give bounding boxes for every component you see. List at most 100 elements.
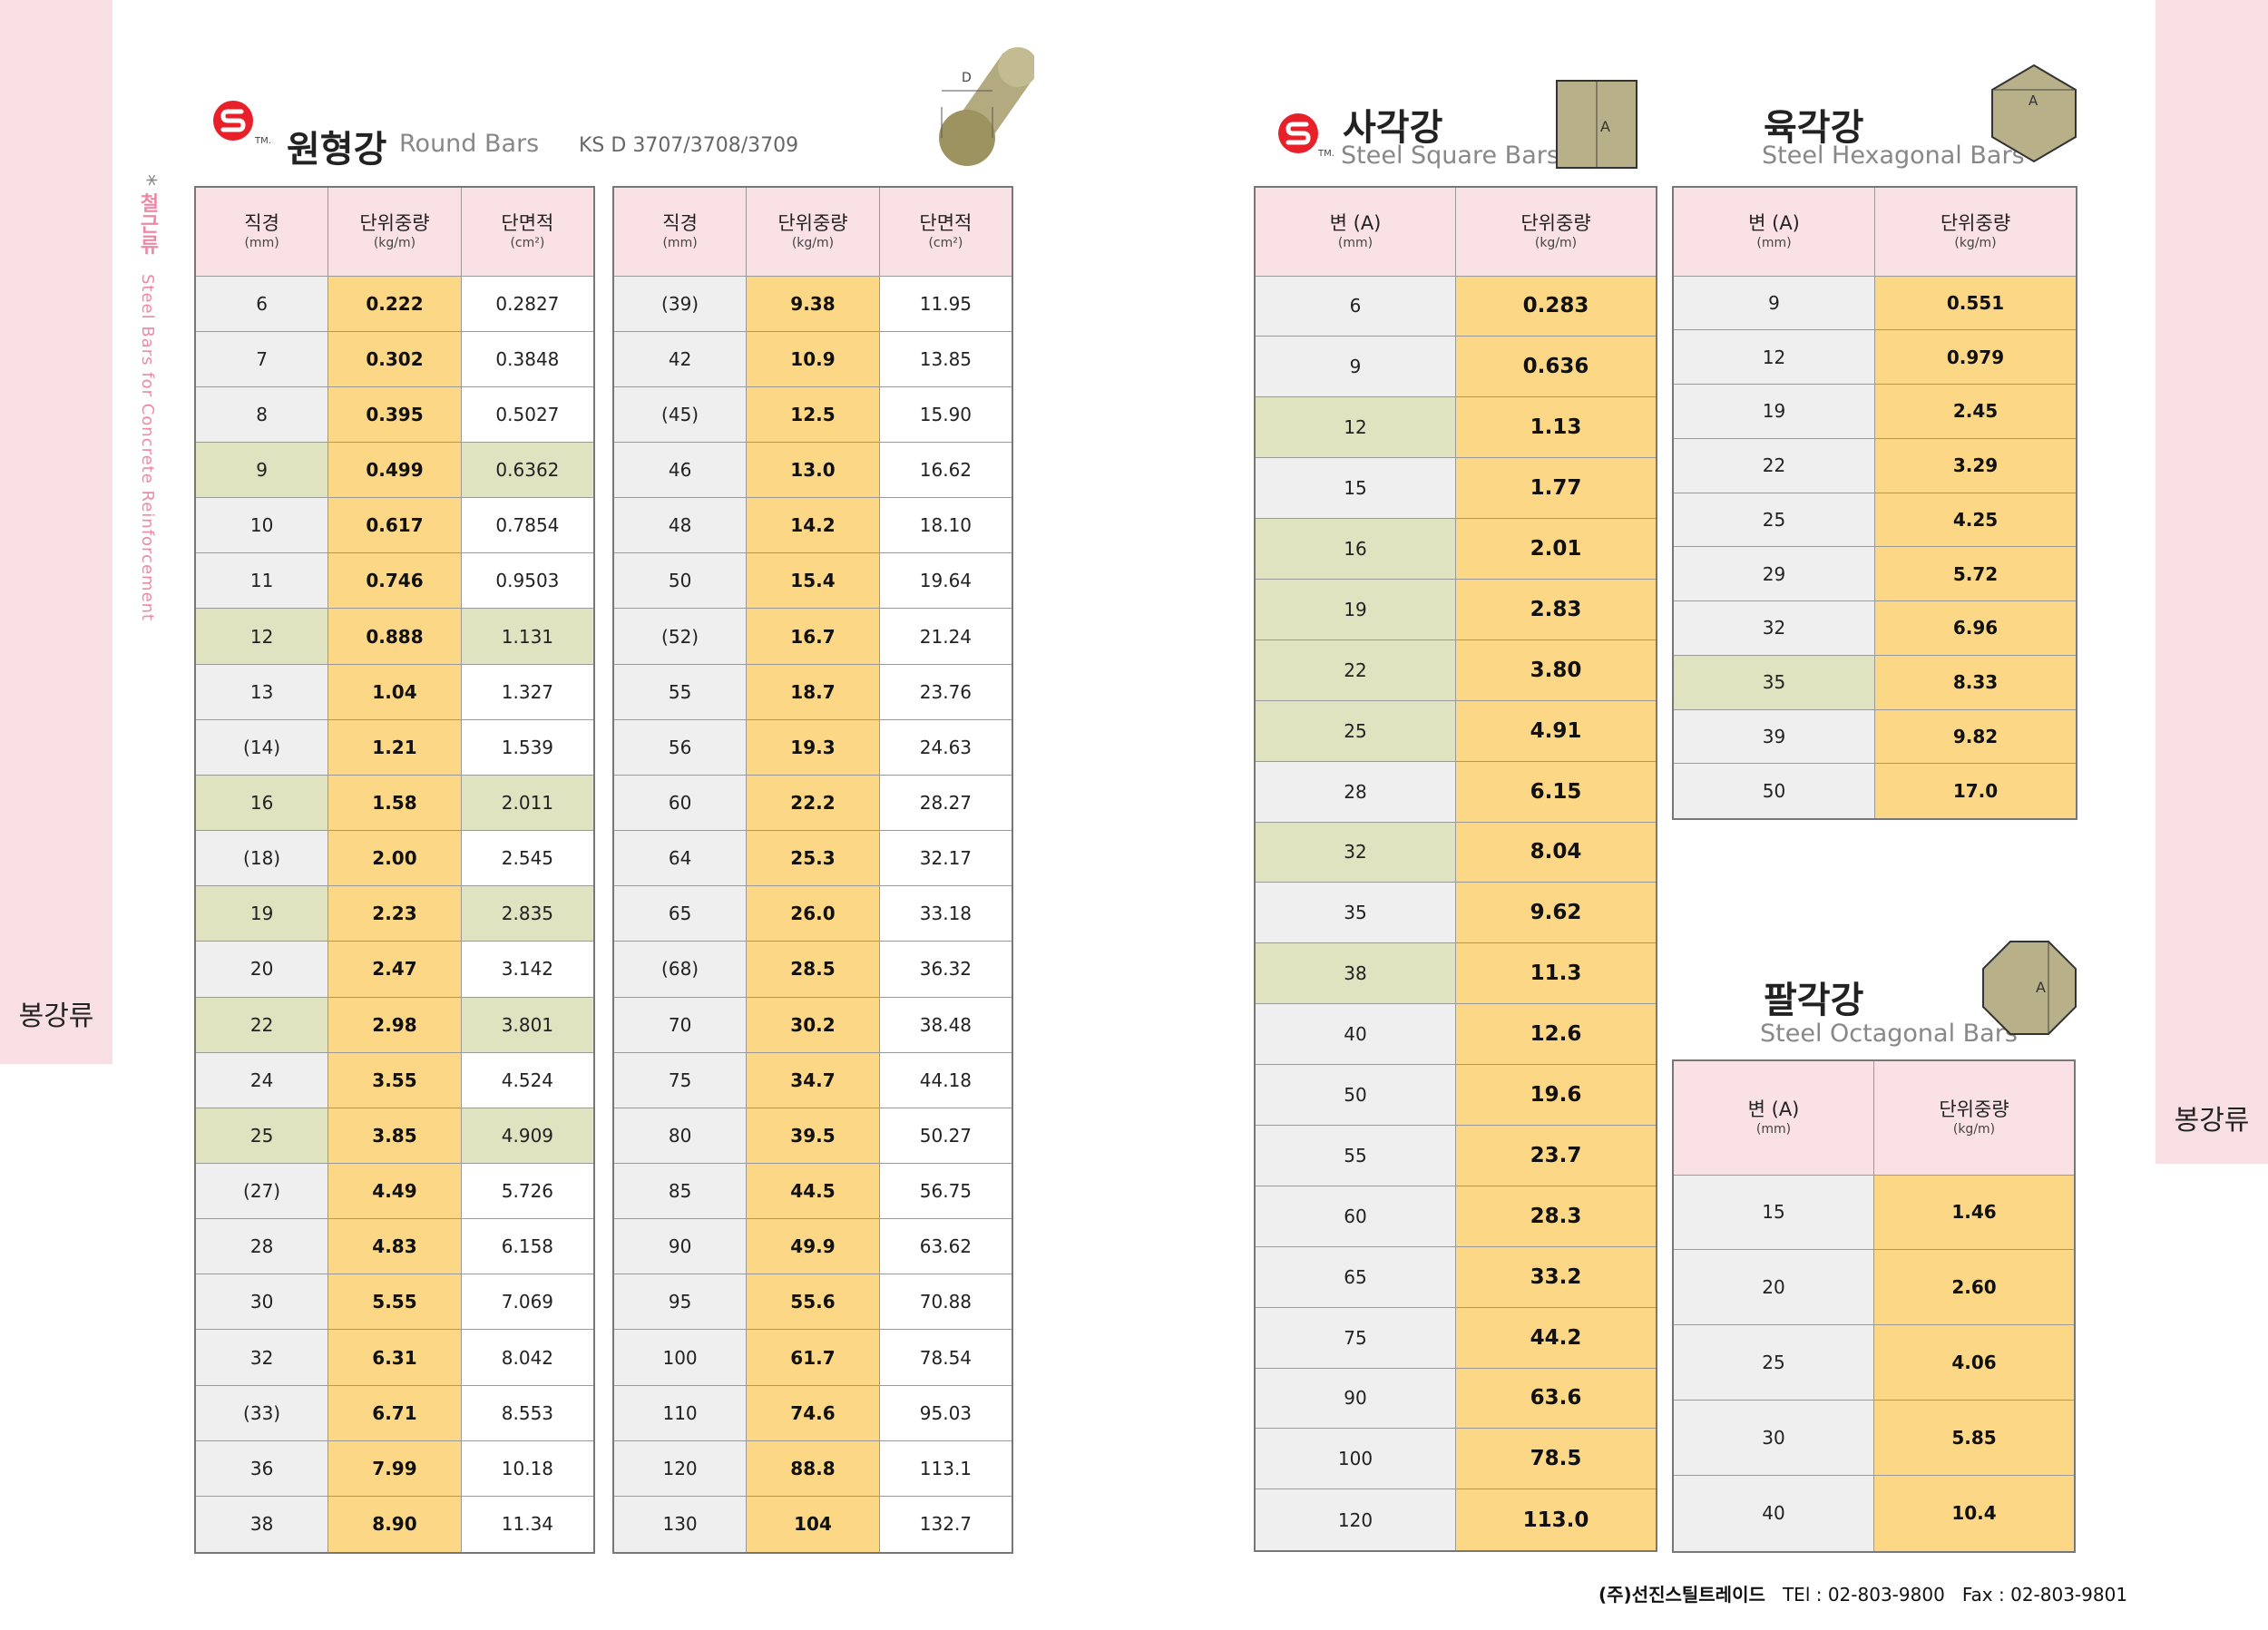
table-row: 40 10.4 [1672,1474,2076,1553]
table-row: 19 2.23 2.835 [194,885,595,942]
table-cell: 9 [1254,336,1456,398]
table-cell: 8 [194,386,329,443]
table-cell: 6 [194,275,329,332]
table-cell: 2.011 [460,774,595,832]
table-cell: 11 [194,552,329,610]
table-row: 65 26.0 33.18 [612,885,1013,942]
table-cell: (27) [194,1162,329,1220]
table-row: 30 5.85 [1672,1400,2076,1476]
table-cell: (68) [612,941,748,998]
footer: (주)선진스틸트레이드 TEl : 02-803-9800 Fax : 02-8… [1598,1580,2127,1606]
table-cell: 32 [1254,821,1456,883]
table-cell: 22 [194,996,329,1053]
column-header-label: 변 (A) [1748,212,1800,235]
table-cell: 28.5 [746,941,880,998]
table-cell: 11.95 [878,275,1013,332]
table-cell: 64 [612,830,748,887]
company-logo-icon [213,101,253,141]
table-cell: 1.327 [460,663,595,720]
column-header: 단면적 (cm²) [878,186,1013,277]
table-cell: 6.158 [460,1218,595,1275]
table-row: 35 9.62 [1254,882,1657,944]
table-cell: 2.45 [1874,384,2077,439]
table-row: 22 2.98 3.801 [194,996,595,1053]
table-cell: 50 [1254,1064,1456,1126]
table-row: 80 39.5 50.27 [612,1107,1013,1165]
table-cell: 24.63 [878,718,1013,776]
table-row: 22 3.80 [1254,639,1657,701]
table-cell: 3.142 [460,941,595,998]
table-cell: 2.47 [327,941,462,998]
table-cell: 2.835 [460,885,595,942]
table-row: 38 11.3 [1254,942,1657,1005]
table-cell: 2.83 [1455,578,1657,640]
table-cell: 15 [1254,457,1456,520]
table-cell: 65 [1254,1245,1456,1308]
table-row: 60 28.3 [1254,1185,1657,1247]
column-header-label: 단위중량 [1520,212,1591,235]
column-header: 단위중량 (kg/m) [1455,186,1657,277]
table-cell: 32 [194,1329,329,1386]
table-cell: 2.23 [327,885,462,942]
table-row: (45) 12.5 15.90 [612,386,1013,443]
table-cell: 0.283 [1455,275,1657,337]
table-cell: 28.27 [878,774,1013,832]
table-cell: 1.539 [460,718,595,776]
table-cell: 32 [1672,600,1875,656]
column-header: 단위중량 (kg/m) [1873,1059,2076,1176]
column-header-unit: (mm) [244,236,279,251]
table-cell: 6.31 [327,1329,462,1386]
table-cell: 8.553 [460,1384,595,1441]
table-row: 56 19.3 24.63 [612,718,1013,776]
column-header-unit: (mm) [1755,1122,1792,1137]
table-row: (39) 9.38 11.95 [612,275,1013,332]
table-row: 12 0.979 [1672,329,2077,386]
table-cell: 60 [1254,1185,1456,1247]
table-header-row: 직경 (mm) 단위중량 (kg/m) 단면적 (cm²) [612,186,1013,277]
octagonal-bars-table: 변 (A) (mm) 단위중량 (kg/m) 15 1.46 20 2.60 25 4.06 30 5… [1672,1059,2076,1553]
table-cell: 19.64 [878,552,1013,610]
table-cell: 0.302 [327,330,462,387]
table-cell: 5.72 [1874,546,2077,602]
table-cell: 39 [1672,708,1875,765]
table-row: 100 61.7 78.54 [612,1329,1013,1386]
column-header: 단위중량 (kg/m) [327,186,462,277]
table-cell: 12 [1254,396,1456,459]
table-cell: 20 [1672,1249,1874,1326]
table-row: 22 3.29 [1672,437,2077,493]
table-cell: 25 [1254,699,1456,762]
table-cell: 7.069 [460,1274,595,1331]
table-cell: 26.0 [746,885,880,942]
table-cell: 12 [194,608,329,665]
table-cell: (39) [612,275,748,332]
table-cell: 19 [1254,578,1456,640]
table-row: 19 2.83 [1254,578,1657,640]
footer-tel: TEl : 02-803-9800 [1782,1584,1945,1606]
table-cell: 48 [612,497,748,554]
table-row: 90 49.9 63.62 [612,1218,1013,1275]
round-bar-diagram-icon: D [939,47,1034,166]
column-header-unit: (kg/m) [1954,236,1997,251]
table-row: 10 0.617 0.7854 [194,497,595,554]
round-title-en: Round Bars [399,130,540,158]
table-row: 40 12.6 [1254,1003,1657,1066]
table-row: 55 18.7 23.76 [612,663,1013,720]
table-cell: 44.18 [878,1051,1013,1108]
table-header-row: 변 (A) (mm) 단위중량 (kg/m) [1672,1059,2076,1176]
table-cell: 8.04 [1455,821,1657,883]
table-cell: 20 [194,941,329,998]
table-header-row: 변 (A) (mm) 단위중량 (kg/m) [1254,186,1657,277]
table-cell: 30.2 [746,996,880,1053]
table-row: 16 1.58 2.011 [194,774,595,832]
table-cell: 21.24 [878,608,1013,665]
table-cell: 16.7 [746,608,880,665]
table-cell: 120 [612,1440,748,1497]
table-cell: 10.9 [746,330,880,387]
table-cell: 16 [194,774,329,832]
column-header-unit: (kg/m) [791,236,835,251]
table-cell: 1.131 [460,608,595,665]
table-row: 19 2.45 [1672,384,2077,439]
square-diagram-label: A [1600,118,1610,135]
table-cell: 2.545 [460,830,595,887]
table-cell: 13.85 [878,330,1013,387]
